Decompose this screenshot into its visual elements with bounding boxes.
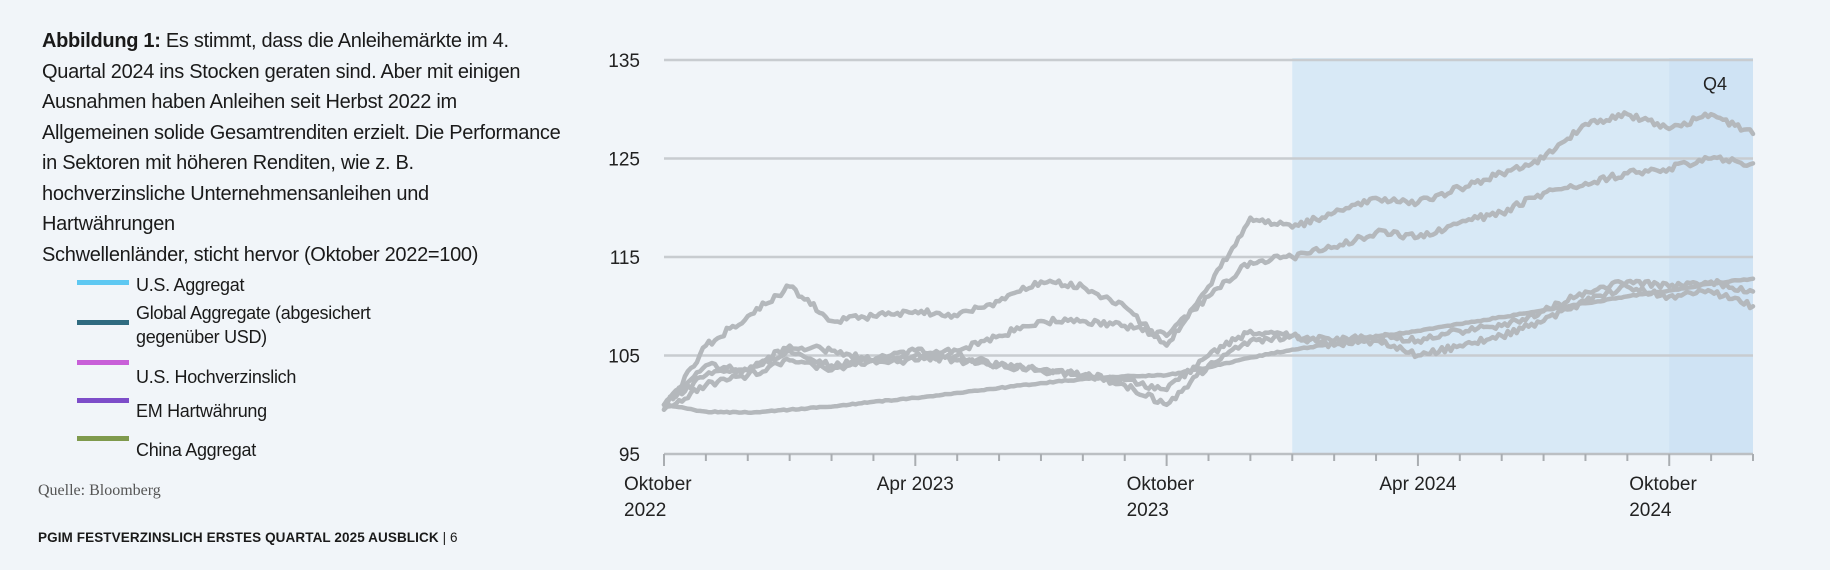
series-line-4 bbox=[661, 110, 1756, 412]
legend-label: U.S. Aggregat bbox=[136, 275, 245, 295]
x-tick-label: Apr 2024 bbox=[1379, 474, 1457, 495]
legend-label: U.S. Hochverzinslich bbox=[136, 367, 297, 387]
legend-swatch bbox=[77, 398, 129, 403]
legend-label: EM Hartwährung bbox=[136, 401, 267, 421]
shaded-region-label: Q4 bbox=[1703, 74, 1727, 94]
y-tick-label: 95 bbox=[619, 445, 640, 466]
series-line-2 bbox=[661, 277, 1756, 412]
x-tick-label: Oktober 2023 bbox=[1127, 474, 1195, 521]
line-chart: Q4 95 105 115 125 135 Oktober 2022 Apr 2023 Oktob… bbox=[608, 51, 1756, 521]
y-tick-label: 105 bbox=[608, 347, 640, 368]
figure-caption: Abbildung 1: Es stimmt, dass die Anleihe… bbox=[42, 26, 562, 270]
caption-subtext: Schwellenländer, sticht hervor (Oktober … bbox=[42, 243, 479, 266]
x-tick-label: Apr 2023 bbox=[877, 474, 954, 495]
chart-legend: U.S. Aggregat Global Aggregate (abgesiche… bbox=[0, 0, 560, 480]
footer-title: PGIM FESTVERZINSLICH ERSTES QUARTAL 2025… bbox=[38, 530, 439, 545]
series-line-5 bbox=[661, 276, 1756, 416]
page-number: | 6 bbox=[442, 530, 458, 545]
legend-swatch bbox=[77, 360, 129, 365]
x-tick-label: Oktober 2024 bbox=[1629, 474, 1697, 521]
legend-swatch bbox=[77, 320, 129, 325]
legend-label: Global Aggregate (abgesichert gegenüber … bbox=[136, 303, 371, 347]
caption-text: Es stimmt, dass die Anleihemärkte im 4. … bbox=[42, 30, 561, 235]
series-line-3 bbox=[661, 154, 1756, 408]
source-note: Quelle: Bloomberg bbox=[38, 482, 161, 499]
y-tick-label: 115 bbox=[610, 248, 640, 269]
legend-swatch bbox=[77, 280, 129, 285]
x-tick-label: Oktober 2022 bbox=[624, 474, 692, 521]
page-footer: PGIM FESTVERZINSLICH ERSTES QUARTAL 2025… bbox=[38, 530, 458, 545]
caption-lead: Abbildung 1: bbox=[42, 30, 161, 52]
legend-label: China Aggregat bbox=[136, 440, 256, 460]
y-tick-label: 135 bbox=[608, 51, 640, 72]
y-tick-label: 125 bbox=[608, 150, 640, 171]
legend-swatch bbox=[77, 436, 129, 441]
